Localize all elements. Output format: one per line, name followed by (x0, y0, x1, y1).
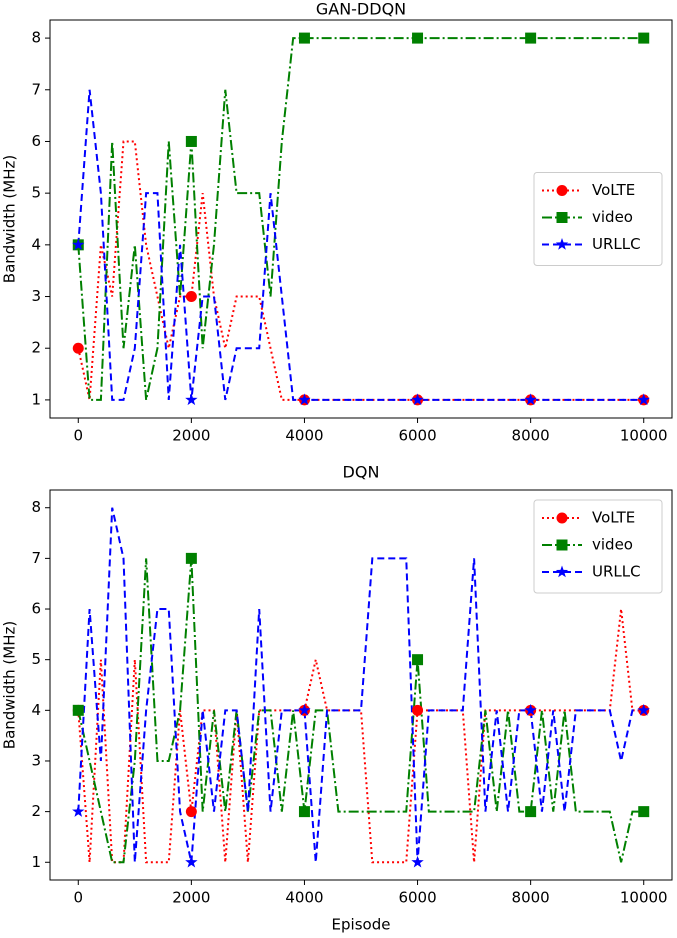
x-tick-label: 0 (73, 427, 83, 445)
marker (638, 806, 650, 818)
marker (185, 393, 198, 406)
chart-title: DQN (343, 463, 380, 482)
chart-title: GAN-DDQN (316, 0, 406, 19)
series-line (77, 608, 644, 864)
plot-frame (49, 489, 673, 881)
y-axis-label: Bandwidth (MHz) (1, 155, 19, 283)
series-line (77, 37, 644, 401)
series-line (77, 140, 644, 401)
marker (72, 238, 85, 251)
marker (298, 32, 310, 44)
x-tick-label: 2000 (172, 427, 210, 445)
legend-label: video (592, 536, 633, 554)
marker (412, 32, 424, 44)
series-line (77, 558, 644, 864)
y-tick-label: 5 (31, 184, 41, 202)
marker (525, 32, 537, 44)
y-tick-label: 5 (31, 650, 41, 668)
y-tick-label: 7 (31, 549, 41, 567)
legend-box (533, 499, 663, 594)
y-tick-label: 6 (31, 600, 41, 618)
y-tick-label: 4 (31, 701, 41, 719)
marker (185, 291, 197, 303)
y-tick-label: 1 (31, 853, 41, 871)
legend-box (533, 172, 663, 266)
x-tick-label: 6000 (398, 427, 436, 445)
marker (72, 805, 85, 817)
y-tick-label: 8 (31, 498, 41, 516)
marker (638, 32, 650, 44)
x-tick-label: 2000 (172, 889, 210, 907)
y-tick-label: 7 (31, 80, 41, 98)
marker (412, 704, 424, 716)
marker (298, 703, 311, 716)
legend-label: URLLC (592, 563, 641, 581)
x-tick-label: 8000 (512, 427, 550, 445)
marker (185, 806, 197, 818)
y-tick-label: 4 (31, 235, 41, 253)
legend-marker (555, 565, 569, 578)
x-tick-label: 10000 (620, 889, 668, 907)
legend-marker (556, 185, 568, 196)
marker (185, 552, 197, 564)
x-axis-label: Episode (332, 916, 391, 934)
marker (298, 393, 311, 406)
y-tick-label: 2 (31, 339, 41, 357)
marker (411, 393, 424, 406)
y-tick-label: 3 (31, 287, 41, 305)
marker (525, 806, 537, 818)
marker (524, 393, 537, 406)
y-tick-label: 2 (31, 802, 41, 820)
marker (185, 855, 198, 868)
x-tick-label: 6000 (398, 889, 436, 907)
y-tick-label: 8 (31, 29, 41, 47)
marker (637, 393, 650, 406)
marker (412, 654, 424, 666)
y-tick-label: 3 (31, 751, 41, 769)
series-line (77, 89, 644, 401)
marker (637, 703, 650, 716)
x-tick-label: 4000 (285, 889, 323, 907)
x-tick-label: 4000 (285, 427, 323, 445)
y-tick-label: 1 (31, 390, 41, 408)
x-tick-label: 8000 (512, 889, 550, 907)
marker (185, 135, 197, 147)
legend-marker (555, 238, 569, 250)
marker (298, 806, 310, 818)
legend-marker (556, 512, 568, 524)
legend-marker (556, 212, 568, 223)
marker (72, 342, 84, 354)
y-axis-label: Bandwidth (MHz) (1, 621, 19, 749)
legend-label: VoLTE (592, 509, 635, 527)
series-line (77, 507, 644, 863)
legend-marker (556, 539, 568, 551)
plot-frame (49, 19, 673, 419)
x-tick-label: 0 (73, 889, 83, 907)
marker (72, 704, 84, 716)
marker (411, 855, 424, 868)
marker (524, 703, 537, 716)
y-tick-label: 6 (31, 132, 41, 150)
legend-label: VoLTE (592, 181, 635, 199)
x-tick-label: 10000 (620, 427, 668, 445)
legend-label: video (592, 208, 633, 226)
legend-label: URLLC (592, 235, 641, 253)
